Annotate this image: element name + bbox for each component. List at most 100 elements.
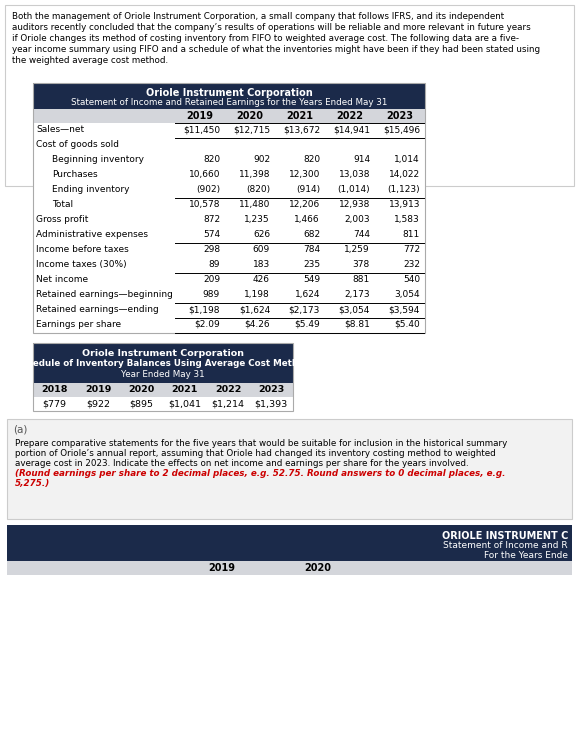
Text: Statement of Income and R: Statement of Income and R [444,541,568,550]
Text: 11,480: 11,480 [239,200,270,209]
Text: (1,014): (1,014) [338,185,370,194]
Text: Total: Total [52,200,73,209]
Text: 10,578: 10,578 [189,200,220,209]
Bar [33,123,425,138]
Text: 2023: 2023 [387,111,413,121]
Text: (a): (a) [13,425,27,435]
Text: 540: 540 [403,275,420,284]
Text: Administrative expenses: Administrative expenses [36,230,148,239]
Bar [33,318,425,333]
Bar [33,288,425,303]
Bar [33,303,425,318]
Bar [7,419,572,519]
Text: 12,938: 12,938 [339,200,370,209]
Text: 13,038: 13,038 [339,170,370,179]
Text: Retained earnings—ending: Retained earnings—ending [36,305,159,314]
Text: 1,235: 1,235 [244,215,270,224]
Text: 89: 89 [208,260,220,269]
Text: $5.40: $5.40 [394,320,420,329]
Text: $11,450: $11,450 [183,125,220,134]
Text: (820): (820) [246,185,270,194]
Text: Statement of Income and Retained Earnings for the Years Ended May 31: Statement of Income and Retained Earning… [71,98,387,107]
Text: 902: 902 [253,155,270,164]
Text: $3,594: $3,594 [389,305,420,314]
Text: $1,198: $1,198 [189,305,220,314]
Bar [33,153,425,168]
Text: $4.26: $4.26 [244,320,270,329]
Bar [33,273,425,288]
Text: 10,660: 10,660 [189,170,220,179]
Text: Earnings per share: Earnings per share [36,320,121,329]
Bar [7,561,572,575]
Text: (914): (914) [296,185,320,194]
Text: 1,466: 1,466 [294,215,320,224]
Text: 2022: 2022 [336,111,364,121]
Text: 1,014: 1,014 [394,155,420,164]
Text: 2023: 2023 [258,385,284,394]
Text: 784: 784 [303,245,320,254]
Bar [33,198,425,213]
Text: (1,123): (1,123) [387,185,420,194]
Text: year income summary using FIFO and a schedule of what the inventories might have: year income summary using FIFO and a sch… [12,45,540,54]
Text: $12,715: $12,715 [233,125,270,134]
Text: $922: $922 [86,399,110,408]
Text: if Oriole changes its method of costing inventory from FIFO to weighted average : if Oriole changes its method of costing … [12,34,519,43]
Text: $3,054: $3,054 [339,305,370,314]
Text: (902): (902) [196,185,220,194]
Text: 3,054: 3,054 [394,290,420,299]
Text: 2,003: 2,003 [345,215,370,224]
Bar [33,138,425,153]
Text: 989: 989 [203,290,220,299]
Bar [33,343,293,411]
Text: Beginning inventory: Beginning inventory [52,155,144,164]
Text: 2020: 2020 [304,563,331,573]
Text: Gross profit: Gross profit [36,215,89,224]
Text: 2019: 2019 [85,385,111,394]
Text: $1,041: $1,041 [168,399,201,408]
Text: 2021: 2021 [287,111,313,121]
Text: $8.81: $8.81 [344,320,370,329]
Text: 298: 298 [203,245,220,254]
Text: Oriole Instrument Corporation: Oriole Instrument Corporation [82,349,244,358]
Text: 1,259: 1,259 [345,245,370,254]
Text: (Round earnings per share to 2 decimal places, e.g. 52.75. Round answers to 0 de: (Round earnings per share to 2 decimal p… [15,469,505,478]
Text: 549: 549 [303,275,320,284]
Text: 2019: 2019 [186,111,214,121]
Text: 11,398: 11,398 [239,170,270,179]
Text: $1,214: $1,214 [211,399,244,408]
Text: 2,173: 2,173 [345,290,370,299]
Text: 2018: 2018 [42,385,68,394]
Bar [33,183,425,198]
Text: Prepare comparative statements for the five years that would be suitable for inc: Prepare comparative statements for the f… [15,439,507,448]
Text: 744: 744 [353,230,370,239]
Text: $1,393: $1,393 [255,399,288,408]
Text: $1,624: $1,624 [239,305,270,314]
Text: Ending inventory: Ending inventory [52,185,130,194]
Text: Income before taxes: Income before taxes [36,245,129,254]
Text: 574: 574 [203,230,220,239]
Text: average cost in 2023. Indicate the effects on net income and earnings per share : average cost in 2023. Indicate the effec… [15,459,468,468]
Text: $779: $779 [43,399,67,408]
Text: 2020: 2020 [128,385,155,394]
Text: Year Ended May 31: Year Ended May 31 [121,370,205,379]
Text: 2022: 2022 [215,385,241,394]
Text: 682: 682 [303,230,320,239]
Text: 1,624: 1,624 [295,290,320,299]
Text: $13,672: $13,672 [283,125,320,134]
Text: 2020: 2020 [236,111,263,121]
Bar [33,168,425,183]
Text: auditors recently concluded that the company’s results of operations will be rel: auditors recently concluded that the com… [12,23,531,32]
Text: 811: 811 [403,230,420,239]
Text: ORIOLE INSTRUMENT C: ORIOLE INSTRUMENT C [442,531,568,541]
Text: Sales—net: Sales—net [36,125,84,134]
Text: 1,583: 1,583 [394,215,420,224]
Bar [33,397,293,411]
Text: the weighted average cost method.: the weighted average cost method. [12,56,168,65]
Text: Net income: Net income [36,275,88,284]
Text: $2.09: $2.09 [194,320,220,329]
Text: 13,913: 13,913 [389,200,420,209]
Bar [33,109,425,123]
Text: 872: 872 [203,215,220,224]
Text: Cost of goods sold: Cost of goods sold [36,140,119,149]
Text: 609: 609 [253,245,270,254]
